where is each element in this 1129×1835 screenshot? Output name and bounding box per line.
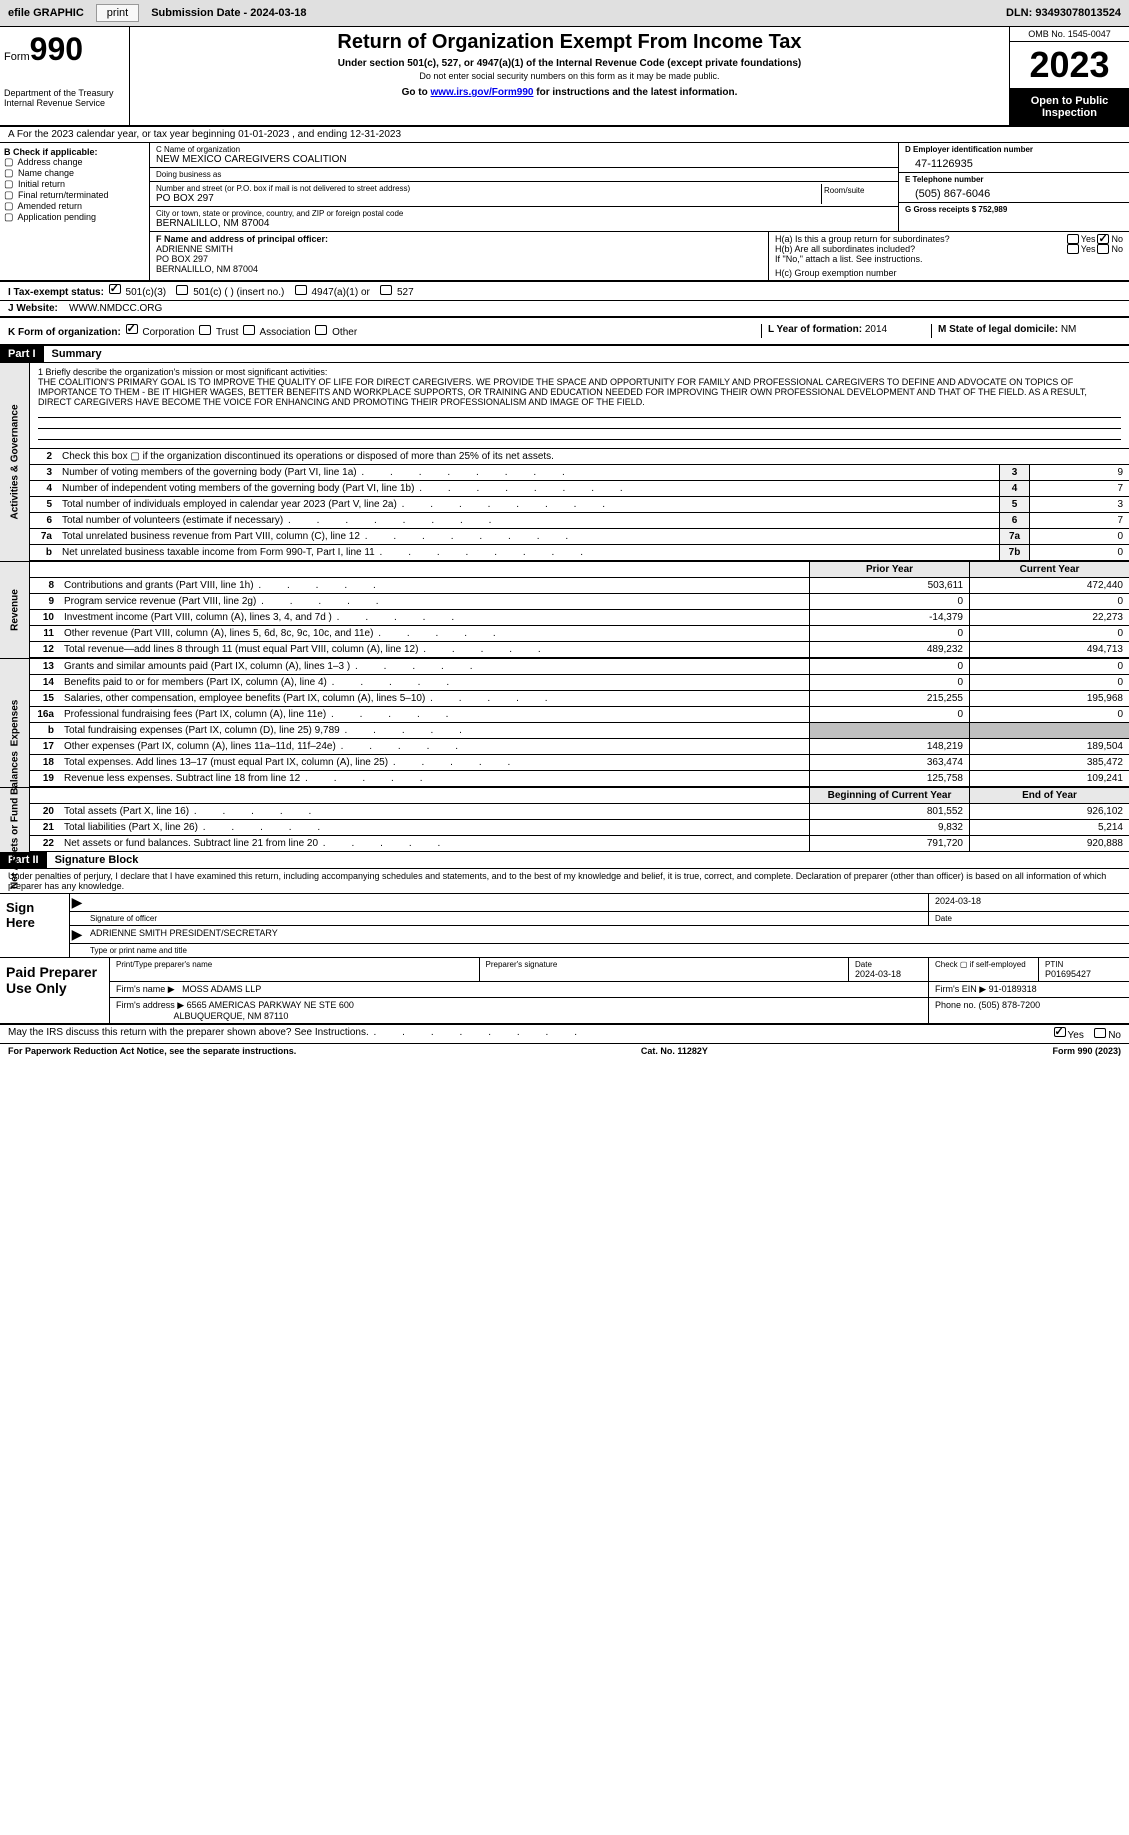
paid-preparer-block: Paid Preparer Use Only Print/Type prepar… bbox=[0, 958, 1129, 1025]
firm-name: MOSS ADAMS LLP bbox=[182, 984, 261, 994]
year-formation: 2014 bbox=[865, 324, 887, 335]
top-banner: efile GRAPHIC print Submission Date - 20… bbox=[0, 0, 1129, 27]
ptin: P01695427 bbox=[1045, 969, 1123, 979]
gov-row: 2Check this box ▢ if the organization di… bbox=[30, 449, 1129, 465]
part-ii-header: Part IISignature Block bbox=[0, 852, 1129, 869]
block-c-org: C Name of organization NEW MEXICO CAREGI… bbox=[150, 143, 899, 231]
firm-ein: 91-0189318 bbox=[989, 984, 1037, 994]
line-i-tax-status: I Tax-exempt status: 501(c)(3) 501(c) ( … bbox=[0, 282, 1129, 301]
fin-row: 9Program service revenue (Part VIII, lin… bbox=[30, 594, 1129, 610]
ssn-note: Do not enter social security numbers on … bbox=[134, 71, 1005, 81]
fin-row: 16aProfessional fundraising fees (Part I… bbox=[30, 707, 1129, 723]
submission-date: Submission Date - 2024-03-18 bbox=[151, 7, 306, 19]
form-subtitle: Under section 501(c), 527, or 4947(a)(1)… bbox=[134, 58, 1005, 69]
org-info-block: B Check if applicable: ▢ Address change … bbox=[0, 143, 1129, 282]
signature-declaration: Under penalties of perjury, I declare th… bbox=[0, 869, 1129, 893]
fin-row: 19Revenue less expenses. Subtract line 1… bbox=[30, 771, 1129, 787]
footer-bar: For Paperwork Reduction Act Notice, see … bbox=[0, 1044, 1129, 1058]
header-left: Form990 Department of the Treasury Inter… bbox=[0, 27, 130, 125]
form-title: Return of Organization Exempt From Incom… bbox=[134, 31, 1005, 54]
irs-link[interactable]: www.irs.gov/Form990 bbox=[430, 87, 533, 98]
omb-number: OMB No. 1545-0047 bbox=[1010, 27, 1129, 42]
line-k-form-org: K Form of organization: Corporation Trus… bbox=[0, 318, 1129, 346]
ein: 47-1126935 bbox=[915, 158, 1123, 170]
website-url: WWW.NMDCC.ORG bbox=[69, 303, 162, 314]
form-header: Form990 Department of the Treasury Inter… bbox=[0, 27, 1129, 127]
block-h-group: H(a) Is this a group return for subordin… bbox=[769, 232, 1129, 280]
tax-year: 2023 bbox=[1010, 42, 1129, 89]
mission-block: 1 Briefly describe the organization's mi… bbox=[30, 363, 1129, 449]
paperwork-notice: For Paperwork Reduction Act Notice, see … bbox=[8, 1046, 296, 1056]
gov-row: 6Total number of volunteers (estimate if… bbox=[30, 513, 1129, 529]
state-domicile: NM bbox=[1061, 324, 1077, 335]
firm-addr1: 6565 AMERICAS PARKWAY NE STE 600 bbox=[187, 1000, 354, 1010]
firm-phone: (505) 878-7200 bbox=[979, 1000, 1041, 1010]
fin-row: 12Total revenue—add lines 8 through 11 (… bbox=[30, 642, 1129, 658]
fin-row: 22Net assets or fund balances. Subtract … bbox=[30, 836, 1129, 852]
mission-text: THE COALITION'S PRIMARY GOAL IS TO IMPRO… bbox=[38, 377, 1121, 407]
netassets-header-row: Beginning of Current Year End of Year bbox=[30, 788, 1129, 804]
header-right: OMB No. 1545-0047 2023 Open to Public In… bbox=[1009, 27, 1129, 125]
firm-addr2: ALBUQUERQUE, NM 87110 bbox=[174, 1011, 289, 1021]
cat-no: Cat. No. 11282Y bbox=[296, 1046, 1052, 1056]
officer-name: ADRIENNE SMITH PRESIDENT/SECRETARY bbox=[84, 926, 1129, 943]
fin-row: 15Salaries, other compensation, employee… bbox=[30, 691, 1129, 707]
form-number: 990 bbox=[30, 31, 83, 67]
gov-row: 7aTotal unrelated business revenue from … bbox=[30, 529, 1129, 545]
street-address: PO BOX 297 bbox=[156, 193, 821, 204]
gov-row: bNet unrelated business taxable income f… bbox=[30, 545, 1129, 561]
city-state-zip: BERNALILLO, NM 87004 bbox=[156, 218, 892, 229]
sign-here-block: Sign Here ▶ 2024-03-18 Signature of offi… bbox=[0, 893, 1129, 958]
header-mid: Return of Organization Exempt From Incom… bbox=[130, 27, 1009, 125]
instructions-link-row: Go to www.irs.gov/Form990 for instructio… bbox=[134, 87, 1005, 98]
part-i-header: Part ISummary bbox=[0, 346, 1129, 363]
gov-row: 5Total number of individuals employed in… bbox=[30, 497, 1129, 513]
print-button[interactable]: print bbox=[96, 4, 139, 22]
fin-row: 21Total liabilities (Part X, line 26)9,8… bbox=[30, 820, 1129, 836]
vtab-netassets: Net Assets or Fund Balances bbox=[0, 788, 30, 852]
block-b-checkboxes: B Check if applicable: ▢ Address change … bbox=[0, 143, 150, 280]
fin-row: 20Total assets (Part X, line 16)801,5529… bbox=[30, 804, 1129, 820]
fin-row: bTotal fundraising expenses (Part IX, co… bbox=[30, 723, 1129, 739]
gov-row: 4Number of independent voting members of… bbox=[30, 481, 1129, 497]
fin-row: 10Investment income (Part VIII, column (… bbox=[30, 610, 1129, 626]
vtab-governance: Activities & Governance bbox=[0, 363, 30, 561]
phone: (505) 867-6046 bbox=[915, 188, 1123, 200]
fin-row: 8Contributions and grants (Part VIII, li… bbox=[30, 578, 1129, 594]
fin-row: 14Benefits paid to or for members (Part … bbox=[30, 675, 1129, 691]
room-suite: Room/suite bbox=[822, 184, 892, 204]
line-a-tax-year: A For the 2023 calendar year, or tax yea… bbox=[0, 127, 1129, 143]
form-prefix: Form bbox=[4, 51, 30, 63]
gov-row: 3Number of voting members of the governi… bbox=[30, 465, 1129, 481]
efile-label: efile GRAPHIC bbox=[8, 7, 84, 19]
dln: DLN: 93493078013524 bbox=[1006, 7, 1121, 19]
prep-date: 2024-03-18 bbox=[855, 969, 922, 979]
fin-row: 13Grants and similar amounts paid (Part … bbox=[30, 659, 1129, 675]
block-d-ein: D Employer identification number 47-1126… bbox=[899, 143, 1129, 231]
vtab-revenue: Revenue bbox=[0, 562, 30, 658]
org-name: NEW MEXICO CAREGIVERS COALITION bbox=[156, 154, 892, 165]
irs-discuss-question: May the IRS discuss this return with the… bbox=[0, 1025, 1129, 1044]
sig-date: 2024-03-18 bbox=[929, 894, 1129, 911]
dept-treasury: Department of the Treasury Internal Reve… bbox=[4, 88, 125, 108]
gross-receipts: 752,989 bbox=[978, 205, 1007, 214]
open-public-badge: Open to Public Inspection bbox=[1010, 89, 1129, 125]
fin-row: 18Total expenses. Add lines 13–17 (must … bbox=[30, 755, 1129, 771]
form-footer: Form 990 (2023) bbox=[1052, 1046, 1121, 1056]
revenue-header-row: Prior Year Current Year bbox=[30, 562, 1129, 578]
fin-row: 17Other expenses (Part IX, column (A), l… bbox=[30, 739, 1129, 755]
block-f-officer: F Name and address of principal officer:… bbox=[150, 232, 769, 280]
line-j-website: J Website: WWW.NMDCC.ORG bbox=[0, 301, 1129, 318]
fin-row: 11Other revenue (Part VIII, column (A), … bbox=[30, 626, 1129, 642]
